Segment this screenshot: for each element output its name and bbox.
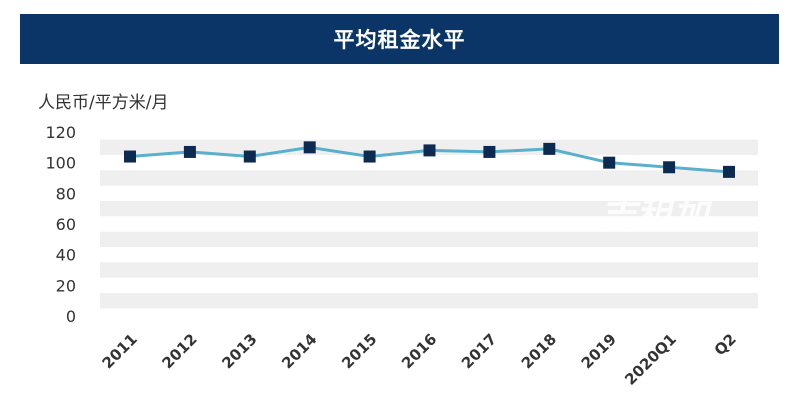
y-tick-label: 40 [56,246,76,265]
x-axis-ticks: 2011 2012 2013 2014 2015 2016 2017 2018 2019 2020… [99,330,740,389]
data-point-marker [663,161,676,174]
x-tick-label: 2016 [398,330,440,372]
grid-band [100,262,758,278]
grid-band [100,293,758,309]
x-tick-label: 2013 [218,330,260,372]
data-point-marker [423,144,436,157]
unit-label: 人民币/平方米/月 [38,93,169,113]
data-point-marker [243,150,256,163]
data-point-marker [543,142,556,155]
x-tick-label: 2018 [518,330,560,372]
y-tick-label: 60 [56,215,76,234]
x-tick-label: 2020Q1 [621,330,680,389]
y-tick-label: 0 [66,307,76,326]
watermark: 吉租加 [600,196,713,237]
grid-band [100,201,758,217]
data-point-marker [124,150,136,163]
grid-band [100,231,758,247]
series-markers [124,141,735,178]
data-point-marker [183,145,196,158]
data-point-marker [603,156,616,169]
y-tick-label: 120 [45,123,76,142]
x-tick-label: Q2 [711,330,740,359]
title-bar: 平均租金水平 [20,14,779,64]
y-tick-label: 20 [56,276,76,295]
y-tick-label: 80 [56,184,76,203]
x-tick-label: 2011 [99,330,141,372]
x-tick-label: 2015 [338,330,380,372]
x-tick-label: 2012 [158,330,200,372]
data-point-marker [363,150,376,163]
data-point-marker [303,141,316,154]
y-tick-label: 100 [45,154,76,173]
x-tick-label: 2014 [278,330,320,372]
x-tick-label: 2017 [458,330,500,372]
x-tick-label: 2019 [578,330,620,372]
chart-title: 平均租金水平 [333,28,466,52]
y-axis-ticks: 0 20 40 60 80 100 120 [45,123,76,326]
data-point-marker [723,165,735,178]
grid-band [100,170,758,186]
grid-bands [100,139,758,309]
data-point-marker [483,145,496,158]
